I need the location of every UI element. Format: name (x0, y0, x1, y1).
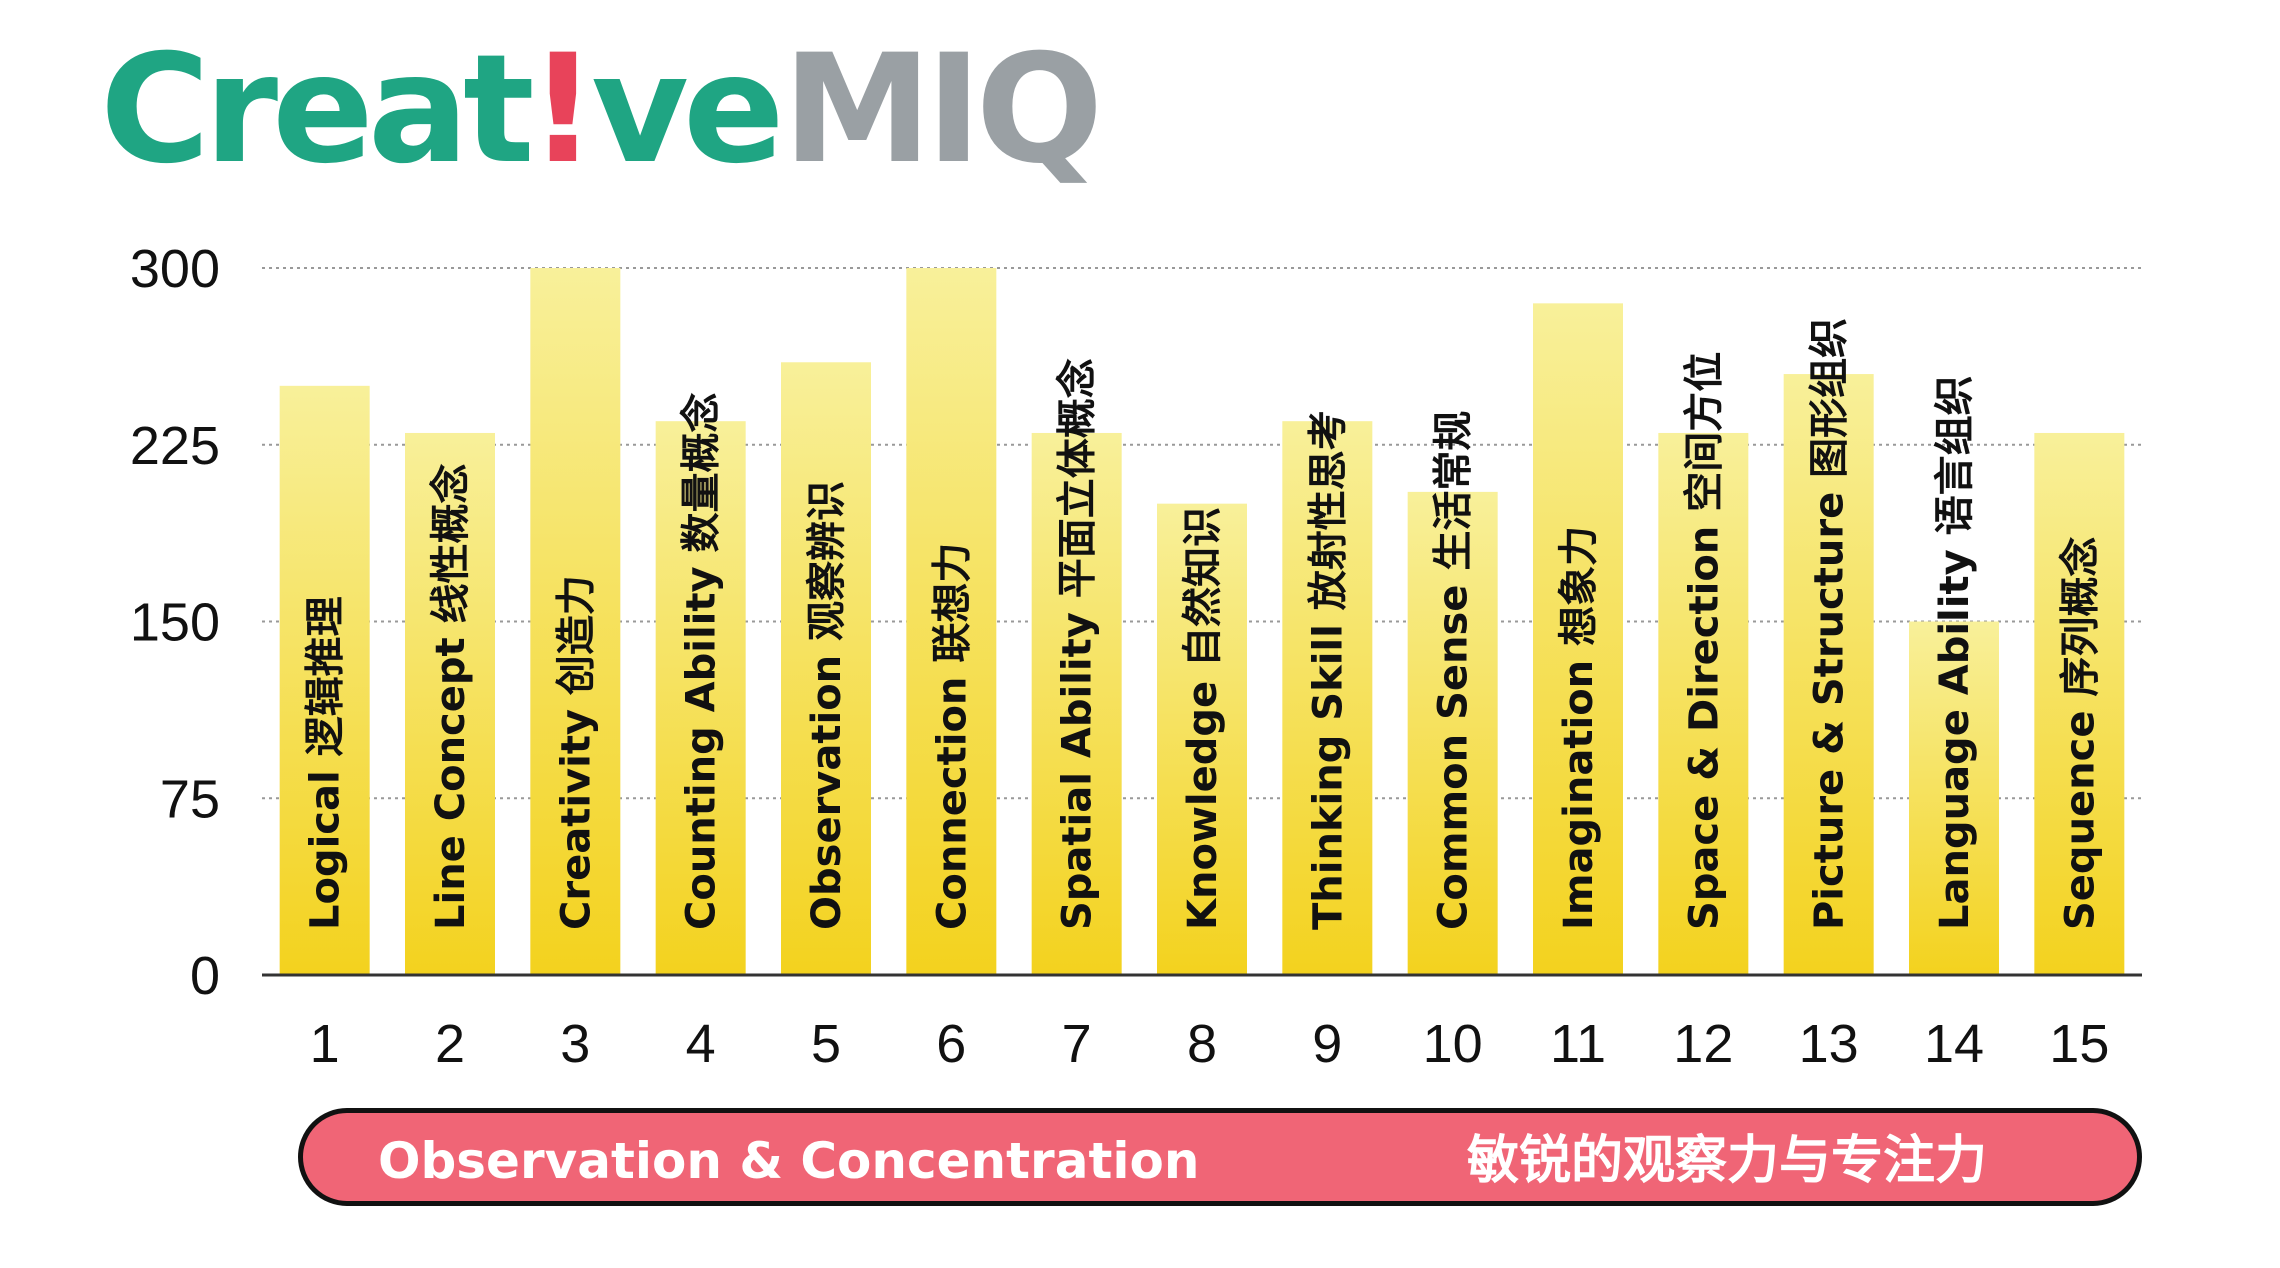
banner-chinese-text: 敏锐的观察力与专注力 (1466, 1131, 1987, 1191)
x-tick-label-7: 7 (1062, 1014, 1092, 1074)
x-tick-label-6: 6 (936, 1014, 966, 1074)
x-tick-label-11: 11 (1550, 1014, 1606, 1074)
bar-11 (1533, 303, 1623, 976)
bar-label-8: Knowledge 自然知识 (1180, 507, 1226, 930)
bar-8 (1157, 503, 1247, 975)
bar-label-2: Line Concept 线性概念 (428, 463, 474, 930)
y-tick-label: 300 (130, 239, 220, 299)
bars: Logical 逻辑推理 Line Concept 线性概念 Creativity … (279, 268, 2125, 976)
bar-12 (1658, 432, 1749, 975)
x-tick-label-5: 5 (811, 1014, 841, 1074)
x-tick-label-13: 13 (1799, 1014, 1859, 1074)
x-axis-ticks: 1 2 3 4 5 6 7 8 9 10 11 12 13 14 15 (310, 1014, 2110, 1074)
x-tick-label-9: 9 (1312, 1014, 1342, 1074)
x-tick-label-14: 14 (1924, 1014, 1984, 1074)
logo-ve: ve (591, 23, 785, 197)
x-tick-label-8: 8 (1187, 1014, 1217, 1074)
x-tick-label-3: 3 (560, 1014, 590, 1074)
y-tick-label: 225 (130, 416, 220, 476)
logo-exclamation: ! (528, 23, 597, 197)
bar-label-13: Picture & Structure 图形组织 (1807, 318, 1853, 930)
bar-1 (279, 385, 370, 975)
bar-label-9: Thinking Skill 放射性思考 (1305, 410, 1351, 930)
bar-label-15: Sequence 序列概念 (2057, 537, 2103, 930)
y-axis-ticks: 0 75 150 225 300 (130, 239, 220, 1006)
bar-15 (2034, 432, 2125, 975)
bar-label-7: Spatial Ability 平面立体概念 (1055, 358, 1101, 930)
x-tick-label-10: 10 (1423, 1014, 1483, 1074)
y-tick-label: 0 (190, 946, 220, 1006)
bar-label-11: Imagination 想象力 (1556, 526, 1602, 930)
observation-concentration-banner: Observation & Concentration 敏锐的观察力与专注力 (298, 1108, 2142, 1206)
bar-9 (1282, 421, 1373, 975)
x-tick-label-2: 2 (435, 1014, 465, 1074)
bar-label-12: Space & Direction 空间方位 (1681, 352, 1727, 930)
x-tick-label-15: 15 (2049, 1014, 2109, 1074)
y-tick-label: 150 (130, 593, 220, 653)
logo-miq: MIQ (782, 23, 1104, 197)
bar-5 (781, 362, 871, 975)
bar-7 (1031, 432, 1122, 975)
bar-6 (906, 268, 997, 975)
bar-label-10: Common Sense 生活常规 (1431, 411, 1477, 930)
creative-miq-logo: Creat!veMIQ (100, 30, 1103, 190)
bar-2 (405, 432, 495, 975)
bar-label-14: Language Ability 语言组织 (1932, 375, 1978, 930)
bar-label-3: Creativity 创造力 (553, 575, 599, 930)
bar-4 (655, 421, 746, 975)
bar-label-5: Observation 观察辨识 (804, 481, 850, 930)
y-tick-label: 75 (160, 769, 220, 829)
x-tick-label-1: 1 (310, 1014, 340, 1074)
bar-14 (1909, 621, 1999, 975)
x-tick-label-4: 4 (686, 1014, 716, 1074)
bar-label-1: Logical 逻辑推理 (303, 596, 349, 930)
bar-13 (1783, 374, 1874, 975)
bar-label-4: Counting Ability 数量概念 (679, 392, 725, 930)
x-tick-label-12: 12 (1673, 1014, 1733, 1074)
banner-english-text: Observation & Concentration (378, 1132, 1200, 1190)
bar-label-6: Connection 联想力 (929, 543, 975, 930)
logo-creat: Creat (100, 23, 535, 197)
bar-3 (530, 268, 621, 975)
bar-10 (1407, 491, 1498, 975)
